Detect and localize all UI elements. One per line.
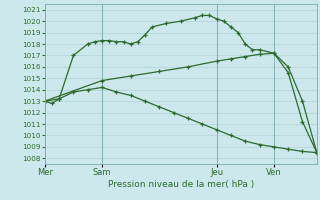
X-axis label: Pression niveau de la mer( hPa ): Pression niveau de la mer( hPa ) <box>108 180 254 189</box>
